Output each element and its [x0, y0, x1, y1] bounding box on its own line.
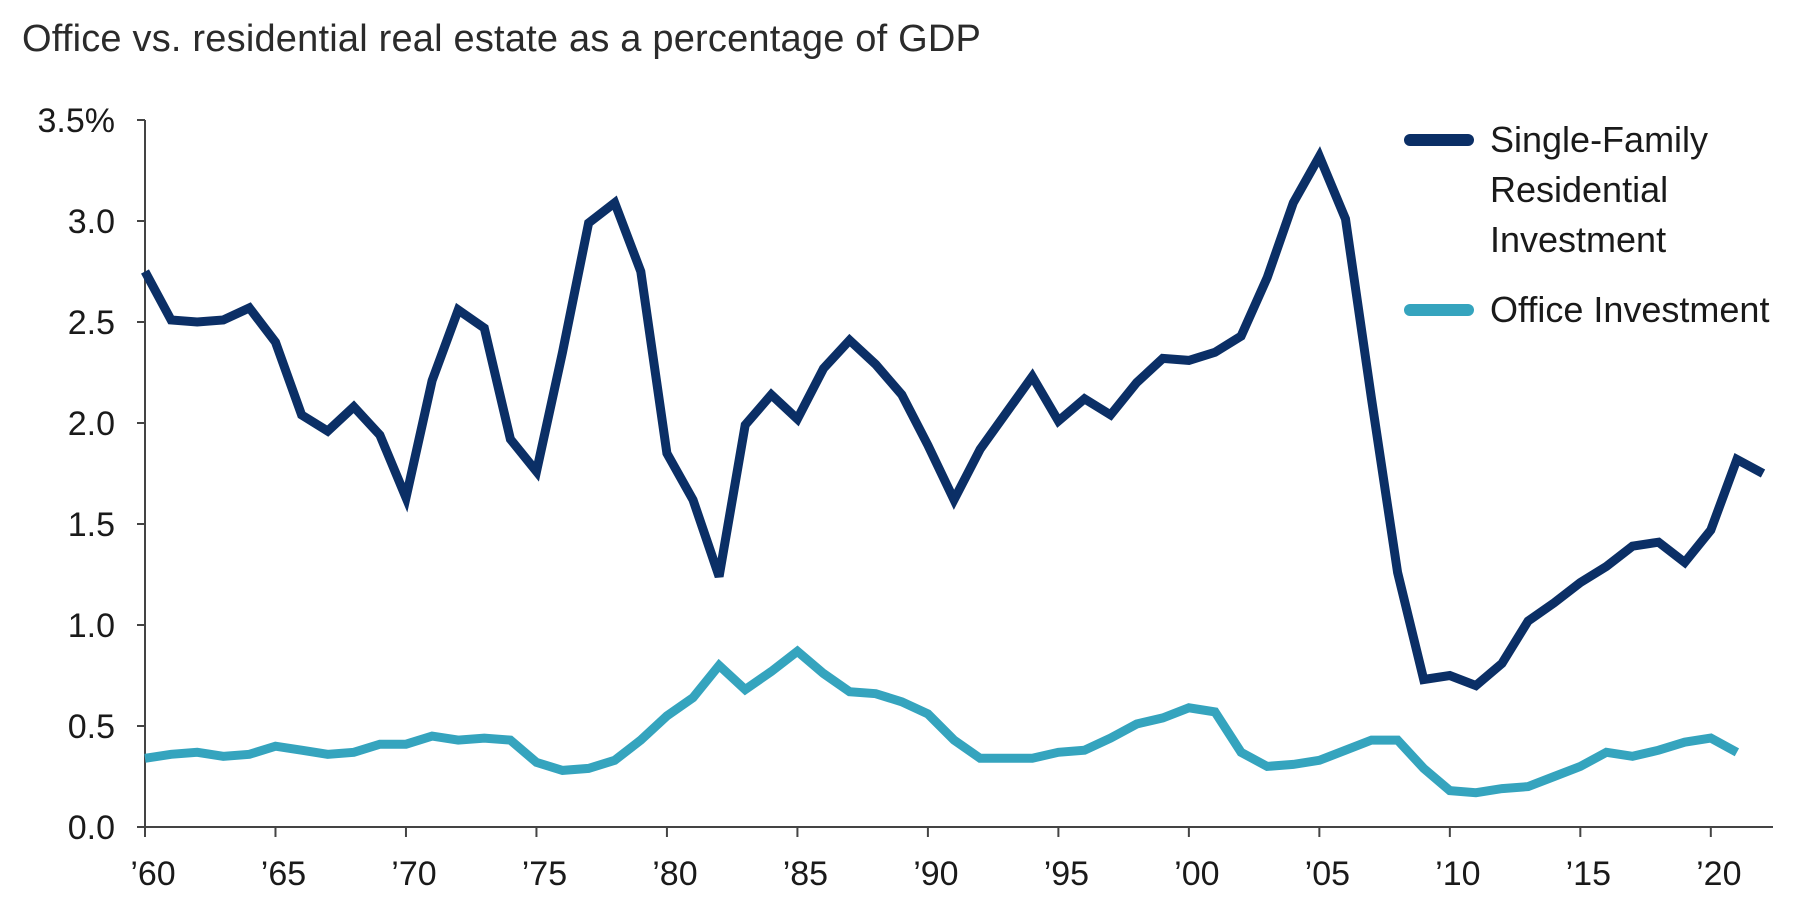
x-tick-label: ’65 — [261, 855, 306, 893]
legend-label: Investment — [1490, 219, 1666, 260]
legend-label: Office Investment — [1490, 289, 1769, 330]
legend-label: Residential — [1490, 169, 1668, 210]
x-tick-label: ’90 — [913, 855, 958, 893]
y-tick-label: 1.0 — [68, 607, 115, 645]
y-tick-label: 1.5 — [68, 506, 115, 544]
legend-label: Single-Family — [1490, 119, 1708, 160]
y-tick-label: 3.0 — [68, 203, 115, 241]
x-tick-label: ’85 — [783, 855, 828, 893]
y-tick-label: 0.5 — [68, 708, 115, 746]
y-tick-label: 2.0 — [68, 405, 115, 443]
x-tick-label: ’05 — [1305, 855, 1350, 893]
x-tick-label: ’15 — [1566, 855, 1611, 893]
legend: Single-Family Residential Investment Office… — [1404, 119, 1769, 330]
x-tick-label: ’95 — [1044, 855, 1089, 893]
x-tick-label: ’00 — [1174, 855, 1219, 893]
x-tick-label: ’10 — [1435, 855, 1480, 893]
series-line-office — [144, 645, 1740, 798]
y-tick-label: 3.5% — [38, 102, 116, 140]
x-tick-label: ’20 — [1696, 855, 1741, 893]
x-tick-label: ’60 — [130, 855, 175, 893]
series-line-single-family — [141, 146, 1766, 691]
chart-title: Office vs. residential real estate as a … — [22, 18, 982, 60]
x-ticks: ’60 ’65 ’70 ’75 ’80 ’85 ’90 ’95 ’00 ’05 ’10 ’15 ’20 — [130, 827, 1741, 893]
axes — [144, 120, 1773, 828]
y-tick-label: 2.5 — [68, 304, 115, 342]
y-tick-label: 0.0 — [68, 809, 115, 847]
x-tick-label: ’75 — [522, 855, 567, 893]
x-tick-label: ’80 — [652, 855, 697, 893]
x-tick-label: ’70 — [391, 855, 436, 893]
y-tick-labels: 3.5% 3.0 2.5 2.0 1.5 1.0 0.5 0.0 — [38, 102, 145, 847]
series-lines — [141, 146, 1766, 798]
